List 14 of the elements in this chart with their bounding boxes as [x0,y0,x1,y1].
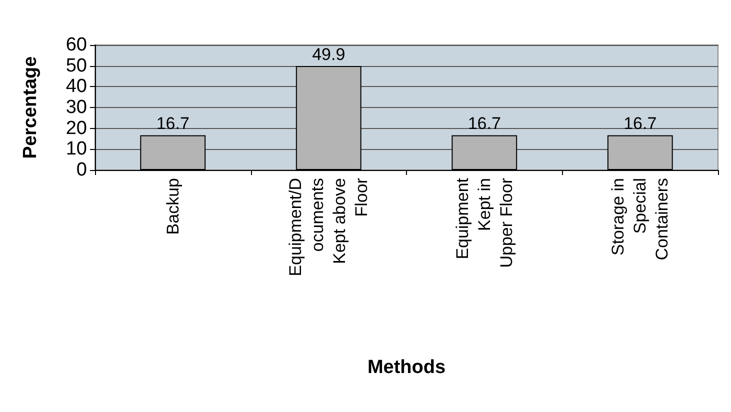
y-tick-label: 20 [66,118,87,139]
x-tick-label: Backup [163,178,182,235]
y-tick-label: 40 [66,76,87,98]
data-label: 49.9 [312,45,346,64]
y-tick-label: 10 [66,138,87,160]
x-tick-label: Equipment Kept in Upper Floor [452,178,516,268]
y-tick-label: 30 [66,97,87,118]
x-axis-title: Methods [367,357,446,378]
y-tick-label: 60 [66,34,87,56]
y-tick-label: 50 [66,55,87,76]
y-axis-title: Percentage [20,56,41,159]
x-tick-label: Equipment/D ocuments Kept above Floor [286,178,372,276]
y-tick-label: 0 [76,160,87,180]
x-tick-label: Storage in Special Containers [608,178,672,260]
